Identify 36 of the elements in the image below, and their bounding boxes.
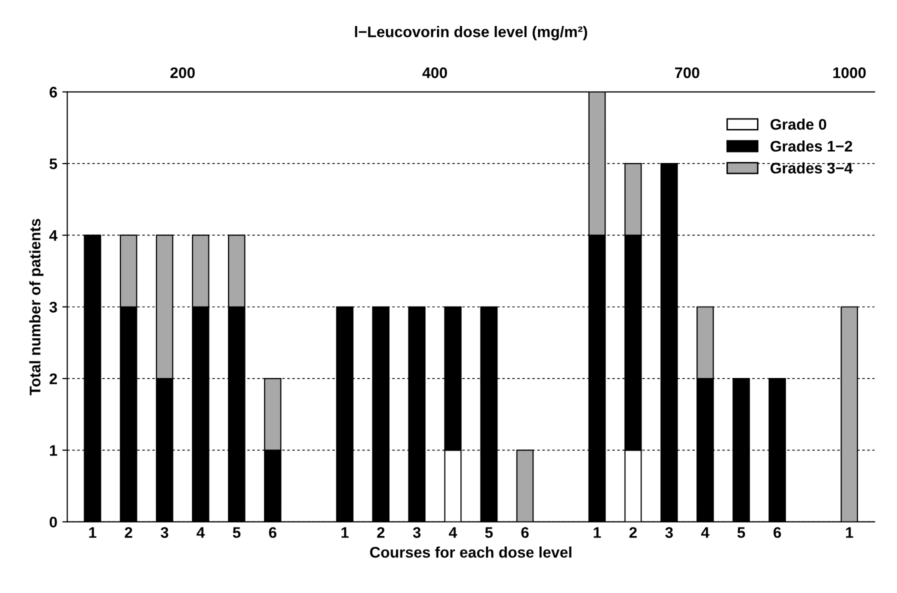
y-tick-label: 5 xyxy=(50,158,58,170)
text: 200 xyxy=(170,67,195,78)
y-tick-label: 2 xyxy=(50,373,57,384)
x-tick-label: 4 xyxy=(448,527,458,538)
y-tick-label: 4 xyxy=(49,230,58,241)
x2-axis-title: l−Leucovorin dose level (mg/m²) xyxy=(355,26,588,40)
y-tick-label: 6 xyxy=(50,86,57,98)
x-tick-label: 2 xyxy=(124,527,132,538)
legend-label: Grade 0 xyxy=(770,118,826,130)
x-tick-label: 5 xyxy=(737,527,746,538)
text: 1000 xyxy=(833,67,866,78)
y-tick-label: 3 xyxy=(49,302,57,313)
x-tick-label: 3 xyxy=(665,527,673,538)
x-tick-label: 6 xyxy=(774,527,781,538)
y-tick-label: 0 xyxy=(50,516,57,528)
x-tick-label: 5 xyxy=(232,527,240,538)
x-tick-label: 5 xyxy=(485,527,493,538)
text: 700 xyxy=(675,67,700,78)
x-tick-label: 1 xyxy=(846,527,854,538)
x-tick-label: 1 xyxy=(342,527,349,538)
x-tick-label: 4 xyxy=(196,527,205,538)
legend-label: Grades 1−2 xyxy=(770,140,852,152)
x-tick-label: 4 xyxy=(701,527,710,538)
text: 400 xyxy=(422,67,448,78)
y-tick-label: 1 xyxy=(50,445,58,456)
x-tick-label: 6 xyxy=(269,527,276,538)
x-tick-label: 3 xyxy=(412,527,421,538)
x-tick-label: 2 xyxy=(629,527,637,538)
legend-label: Grades 3−4 xyxy=(770,162,853,174)
x-tick-label: 6 xyxy=(521,527,529,538)
x-tick-label: 1 xyxy=(89,527,96,538)
x-tick-label: 2 xyxy=(377,527,384,538)
x-tick-label: 3 xyxy=(160,527,168,538)
y-axis-title: Total number of patients xyxy=(29,218,44,396)
x-axis-title: Courses for each dose level xyxy=(370,546,572,558)
x-tick-label: 1 xyxy=(594,527,601,538)
